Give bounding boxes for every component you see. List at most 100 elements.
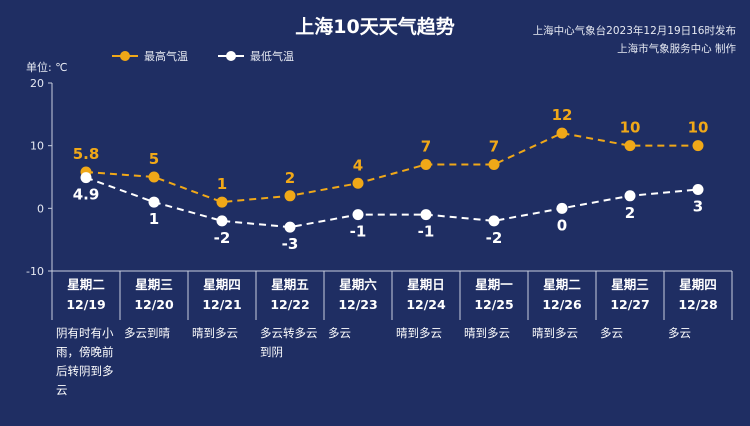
high-temperature-point [352, 177, 364, 189]
y-tick-label: -10 [26, 265, 44, 278]
y-tick-label: 20 [30, 77, 44, 90]
high-temperature-point [488, 158, 500, 170]
high-temperature-label: 5.8 [73, 145, 100, 163]
low-temperature-label: -2 [486, 229, 503, 247]
day-column: 星期三 12/20 [120, 271, 188, 321]
weather-description: 阴有时有小 雨，傍晚前 后转阴到多云 [56, 324, 120, 400]
low-temperature-point [488, 215, 500, 227]
weather-description: 多云到晴 [124, 324, 188, 343]
date-label: 12/22 [270, 297, 310, 312]
low-temperature-point [352, 209, 364, 221]
weather-description-line: 多云到晴 [124, 326, 170, 340]
high-temperature-label: 2 [285, 169, 295, 187]
weekday-label: 星期日 [407, 277, 445, 292]
weather-description-line: 晴到多云 [464, 326, 510, 340]
date-label: 12/24 [406, 297, 446, 312]
low-temperature-point [556, 202, 568, 214]
date-label: 12/26 [542, 297, 582, 312]
high-temperature-label: 10 [620, 119, 641, 137]
legend-high-label: 最高气温 [144, 50, 188, 63]
low-temperature-label: -1 [350, 223, 367, 241]
day-column: 星期二 12/26 [528, 271, 596, 321]
legend-low-swatch [218, 51, 244, 61]
weather-description-line: 晴到多云 [396, 326, 442, 340]
high-temperature-label: 1 [217, 175, 227, 193]
low-temperature-label: -3 [282, 235, 299, 253]
day-column: 星期三 12/27 [596, 271, 664, 321]
low-temperature-label: -2 [214, 229, 231, 247]
weekday-label: 星期二 [67, 277, 105, 292]
date-label: 12/28 [678, 297, 718, 312]
weekday-label: 星期三 [135, 277, 173, 292]
weather-description: 多云 [600, 324, 664, 343]
low-temperature-label: 1 [149, 210, 159, 228]
low-temperature-line [85, 176, 699, 229]
weather-description-line: 多云 [600, 326, 623, 340]
high-temperature-label: 4 [353, 156, 363, 174]
weather-description: 多云 [668, 324, 732, 343]
high-temperature-label: 5 [149, 150, 159, 168]
chart-title: 上海10天天气趋势 [295, 16, 455, 38]
low-temperature-point [216, 215, 228, 227]
weather-description-line: 多云 [328, 326, 351, 340]
high-temperature-label: 12 [552, 106, 573, 124]
high-temperature-point [216, 196, 228, 208]
weather-description-line: 阴有时有小 [56, 326, 114, 340]
low-temperature-label: 0 [557, 216, 567, 234]
legend-low: 最低气温 [218, 47, 294, 65]
high-temperature-point [624, 140, 636, 152]
low-temperature-point [80, 172, 92, 184]
low-temperature-label: 2 [625, 204, 635, 222]
weekday-label: 星期四 [679, 277, 717, 292]
high-temperature-point [692, 140, 704, 152]
source-line-2: 上海市气象服务中心 制作 [617, 43, 736, 55]
weekday-label: 星期三 [611, 277, 649, 292]
low-temperature-label: 3 [693, 198, 703, 216]
high-temperature-point [284, 190, 296, 202]
low-temperature-point [284, 221, 296, 233]
weekday-label: 星期六 [339, 277, 377, 292]
high-temperature-line [85, 132, 698, 204]
legend-high-swatch [112, 51, 138, 61]
low-temperature-point [420, 209, 432, 221]
low-temperature-point [692, 184, 704, 196]
legend-high-dot [120, 51, 130, 61]
weather-description-line: 多云转多云 [260, 326, 318, 340]
weekday-label: 星期四 [203, 277, 241, 292]
weekday-label: 星期一 [475, 277, 513, 292]
day-column: 星期一 12/25 [460, 271, 528, 321]
unit-label: 单位: ℃ [26, 61, 68, 74]
high-temperature-label: 7 [421, 137, 431, 155]
date-label: 12/25 [474, 297, 514, 312]
weather-description-line: 晴到多云 [192, 326, 238, 340]
date-label: 12/21 [202, 297, 242, 312]
date-label: 12/23 [338, 297, 378, 312]
weather-description-line: 多云 [668, 326, 691, 340]
day-column: 星期四 12/28 [664, 271, 732, 321]
low-temperature-point [624, 190, 636, 202]
weather-description: 多云 [328, 324, 392, 343]
high-temperature-label: 7 [489, 137, 499, 155]
date-label: 12/27 [610, 297, 650, 312]
high-temperature-label: 10 [688, 119, 709, 137]
source-line-1: 上海中心气象台2023年12月19日16时发布 [532, 25, 736, 37]
weekday-label: 星期五 [271, 277, 309, 292]
y-tick-label: 0 [37, 202, 44, 215]
weather-description-line: 到阴 [260, 345, 283, 359]
legend-low-label: 最低气温 [250, 50, 294, 63]
date-label: 12/20 [134, 297, 174, 312]
date-label: 12/19 [66, 297, 106, 312]
y-tick-label: 10 [30, 140, 44, 153]
day-column: 星期日 12/24 [392, 271, 460, 321]
weather-description: 多云转多云 到阴 [260, 324, 324, 362]
weather-description: 晴到多云 [192, 324, 256, 343]
weekday-label: 星期二 [543, 277, 581, 292]
weather-description-line: 晴到多云 [532, 326, 578, 340]
day-column: 星期六 12/23 [324, 271, 392, 321]
day-column: 星期五 12/22 [256, 271, 324, 321]
weather-description-line: 雨，傍晚前 [56, 345, 114, 359]
day-column: 星期四 12/21 [188, 271, 256, 321]
weather-description: 晴到多云 [464, 324, 528, 343]
